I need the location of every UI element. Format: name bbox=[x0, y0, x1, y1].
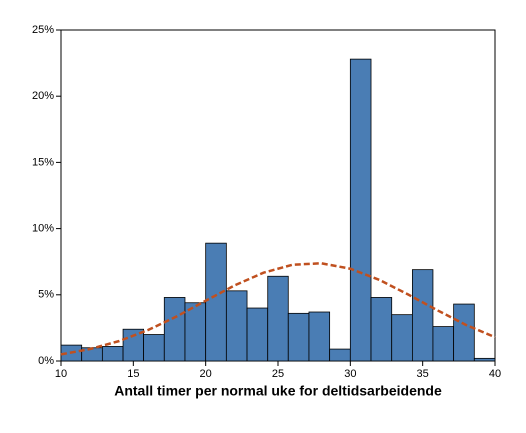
bar bbox=[432, 326, 455, 362]
bar bbox=[349, 58, 372, 362]
bar bbox=[329, 348, 351, 362]
y-tick-label: 15% bbox=[32, 156, 54, 168]
bar bbox=[411, 269, 434, 362]
x-tick-label: 15 bbox=[127, 368, 139, 380]
x-tick-label: 35 bbox=[417, 368, 429, 380]
y-tick-label: 0% bbox=[38, 355, 54, 367]
bar bbox=[308, 311, 331, 362]
bar bbox=[370, 297, 393, 362]
normal-curve bbox=[60, 262, 496, 356]
y-tick-label: 10% bbox=[32, 223, 54, 235]
bar bbox=[101, 346, 124, 362]
bar bbox=[287, 312, 310, 362]
bar bbox=[184, 302, 207, 362]
y-tick-label: 20% bbox=[32, 90, 54, 102]
bar bbox=[267, 275, 289, 362]
bar bbox=[225, 290, 248, 362]
bar bbox=[473, 357, 496, 362]
x-tick-label: 30 bbox=[344, 368, 356, 380]
y-tick-label: 5% bbox=[38, 289, 54, 301]
bar bbox=[453, 303, 475, 362]
x-tick-label: 40 bbox=[489, 368, 501, 380]
bar bbox=[205, 242, 227, 362]
bar bbox=[246, 307, 269, 362]
y-tick-label: 25% bbox=[32, 24, 54, 36]
x-tick-label: 10 bbox=[55, 368, 67, 380]
bar bbox=[163, 297, 186, 362]
bar bbox=[391, 314, 413, 362]
bar bbox=[143, 334, 165, 362]
x-tick-label: 25 bbox=[272, 368, 284, 380]
x-axis-label: Antall timer per normal uke for deltidsa… bbox=[114, 383, 442, 399]
x-tick-label: 20 bbox=[200, 368, 212, 380]
